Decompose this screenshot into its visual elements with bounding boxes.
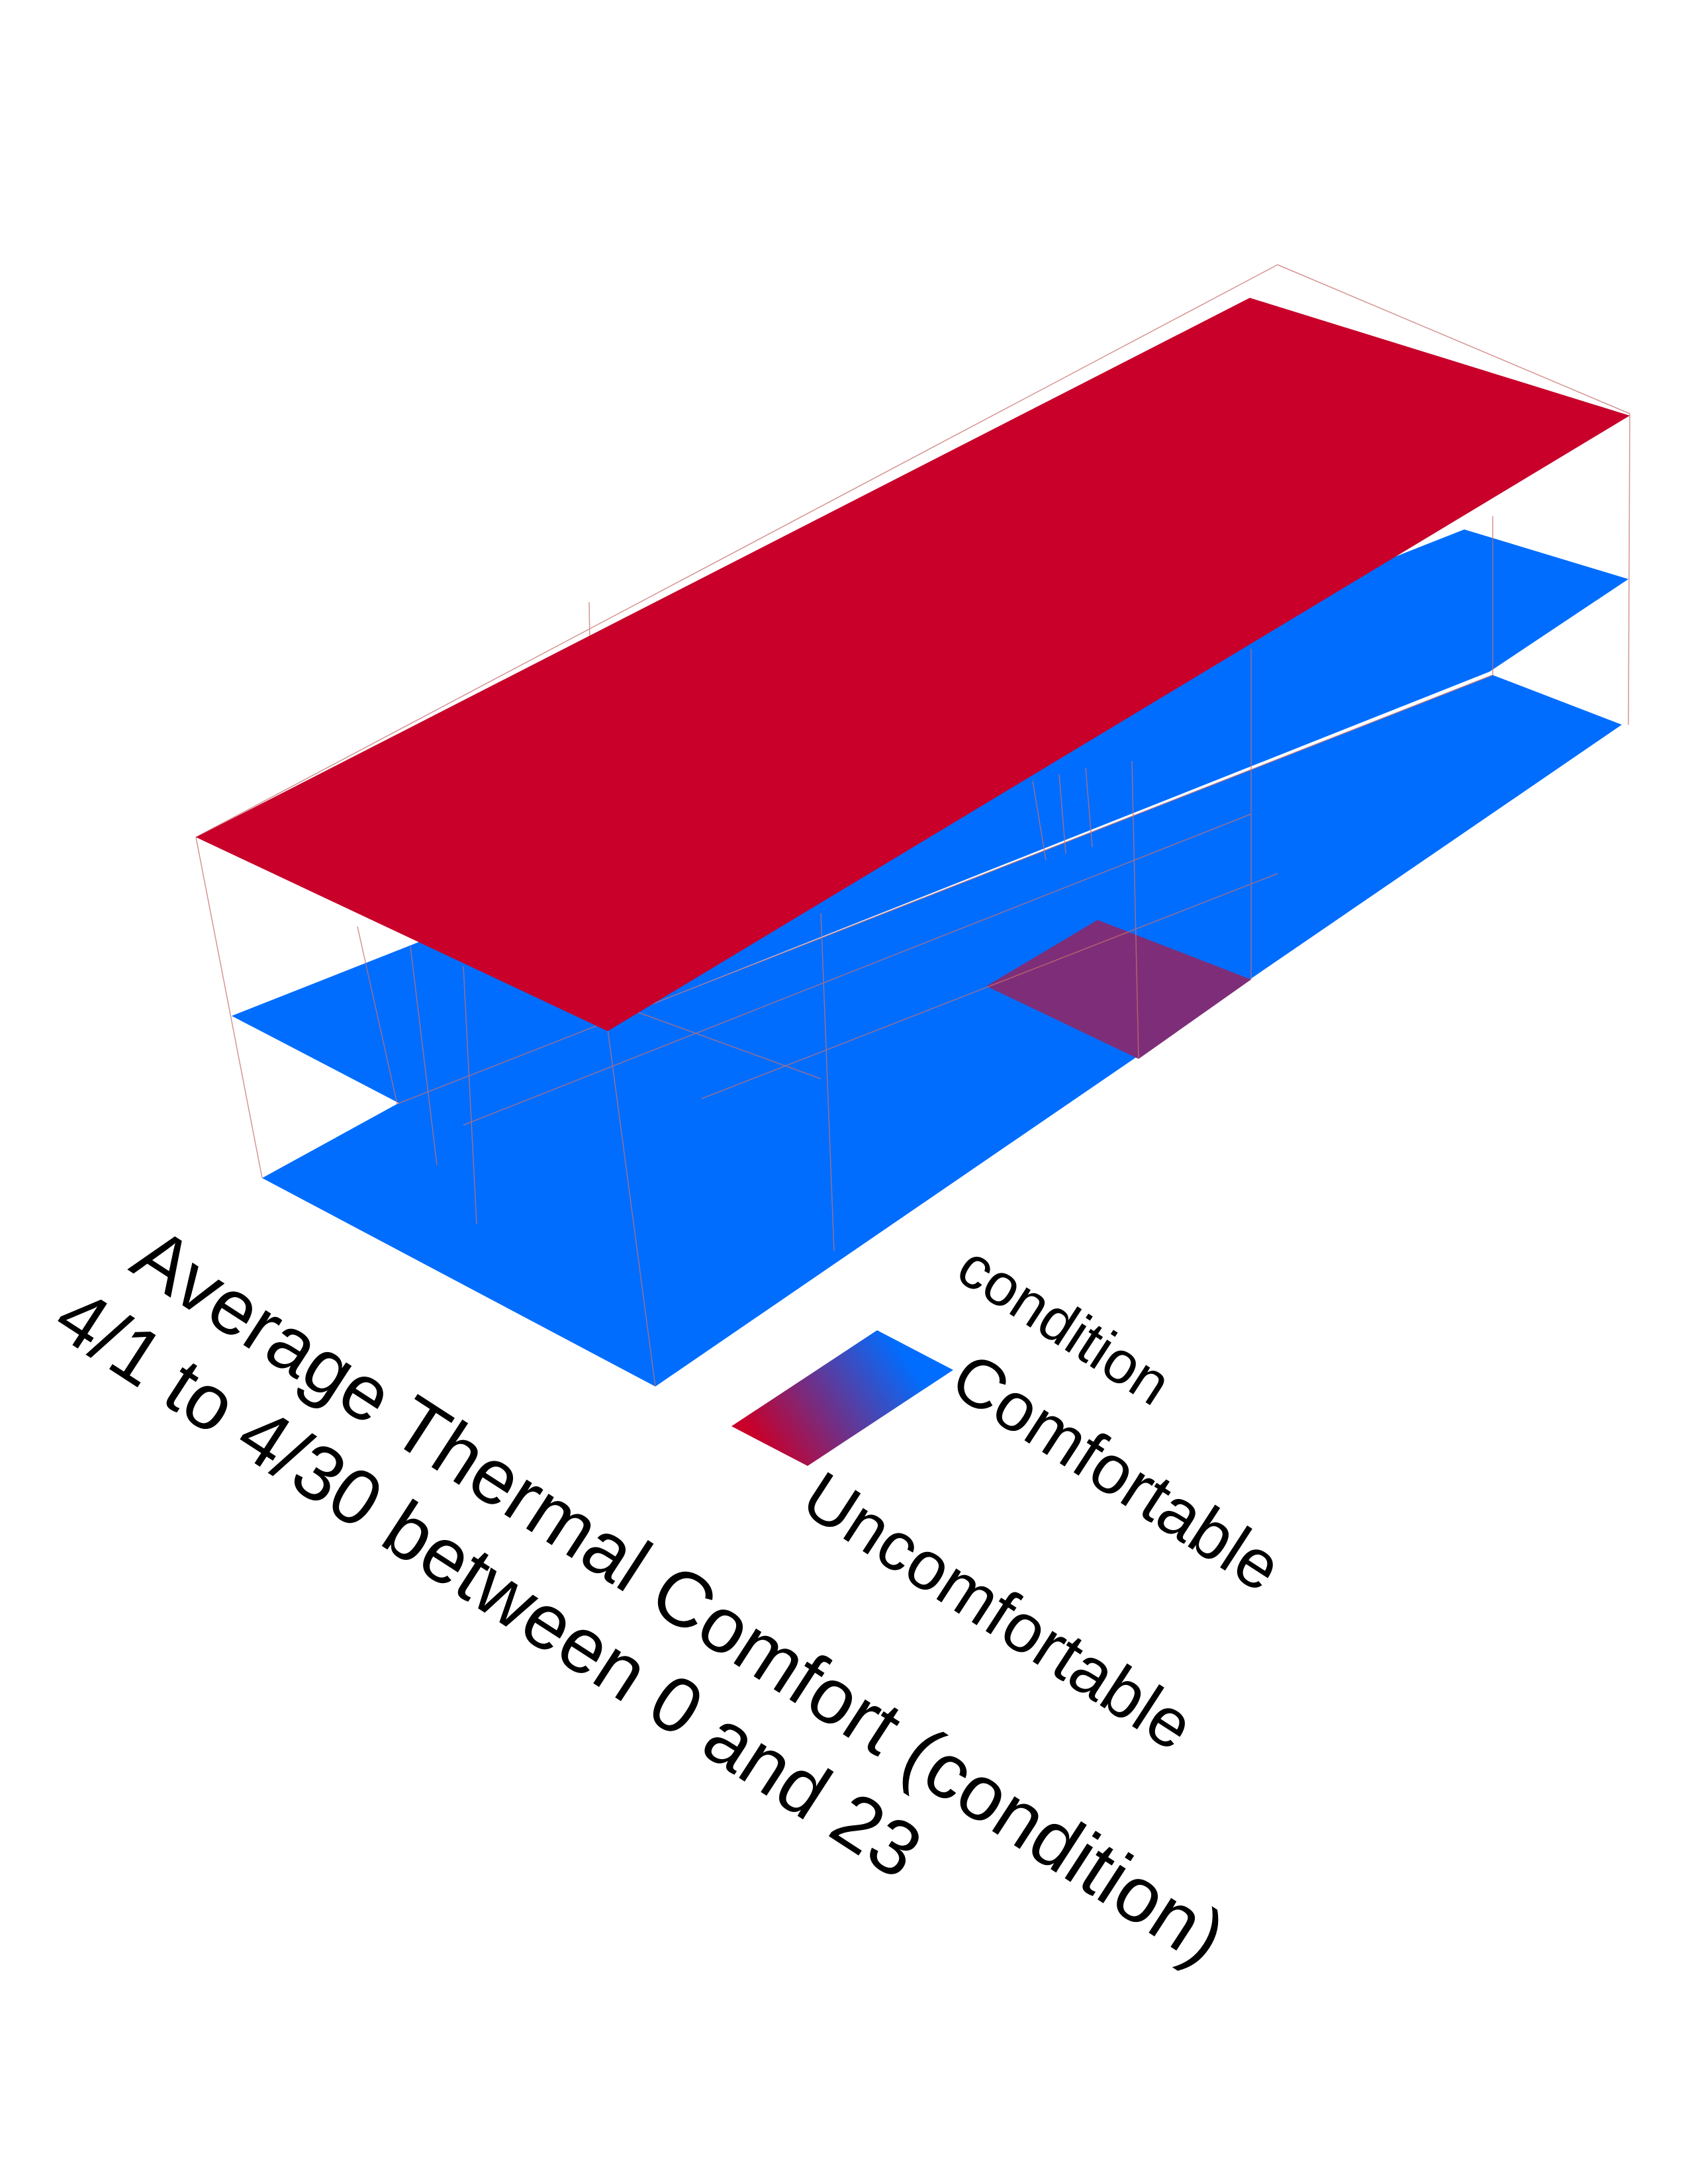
- chart-subtitle: 4/1 to 4/30 between 0 and 23: [40, 1271, 937, 1895]
- roof-slab: [196, 298, 1630, 1031]
- intermediate-zone: [986, 920, 1251, 1059]
- building-edges: [195, 264, 1630, 1387]
- ground-floor-slab: [262, 675, 1622, 1387]
- legend-color-ramp: [731, 1330, 953, 1466]
